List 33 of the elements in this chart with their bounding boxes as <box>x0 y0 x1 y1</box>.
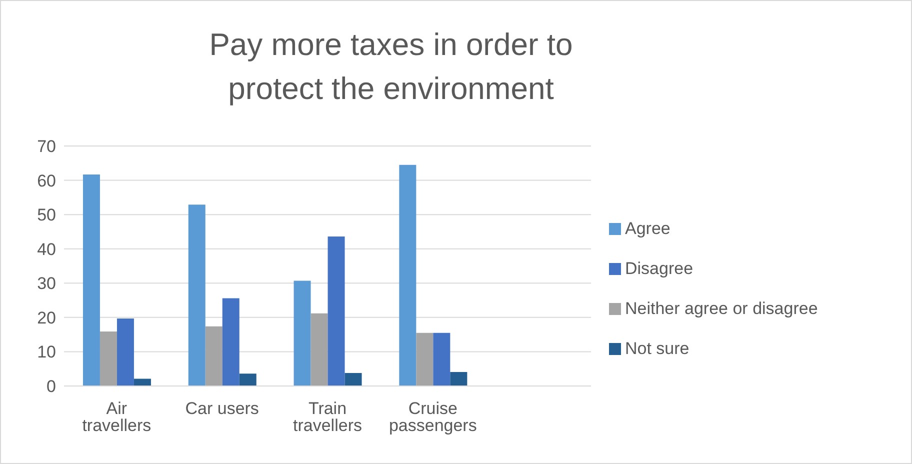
bar <box>399 164 416 386</box>
legend-label: Not sure <box>625 338 690 358</box>
bar <box>116 318 134 386</box>
bar <box>294 280 311 386</box>
y-tick-label: 0 <box>46 377 56 396</box>
y-tick-label: 20 <box>37 308 56 328</box>
x-tick-label: Train travellers <box>293 399 362 436</box>
legend-label: Disagree <box>625 258 694 278</box>
legend-label: Neither agree or disagree <box>625 298 818 318</box>
bar <box>416 332 434 386</box>
y-tick-label: 70 <box>37 137 56 156</box>
bar <box>433 332 450 386</box>
y-tick-label: 50 <box>37 206 56 225</box>
bar <box>344 372 362 386</box>
y-tick-label: 60 <box>37 171 56 190</box>
x-tick-label: Cruise passengers <box>388 399 477 436</box>
y-tick-label: 10 <box>37 342 56 362</box>
chart-title: Pay more taxes in order to protect the environment <box>208 26 574 108</box>
bar <box>188 204 206 386</box>
bar <box>134 378 151 386</box>
legend-label: Agree <box>625 218 670 238</box>
x-tick-label: Air travellers <box>82 399 152 436</box>
bar <box>310 313 328 386</box>
y-tick-label: 40 <box>37 240 56 259</box>
x-tick-label: Car users <box>185 399 259 418</box>
bar <box>100 331 117 386</box>
y-tick-label: 30 <box>37 274 56 294</box>
bar <box>82 174 100 386</box>
bar <box>450 372 468 386</box>
bar <box>205 326 222 386</box>
bar <box>239 374 256 386</box>
bar <box>222 298 240 386</box>
bar <box>328 236 345 386</box>
